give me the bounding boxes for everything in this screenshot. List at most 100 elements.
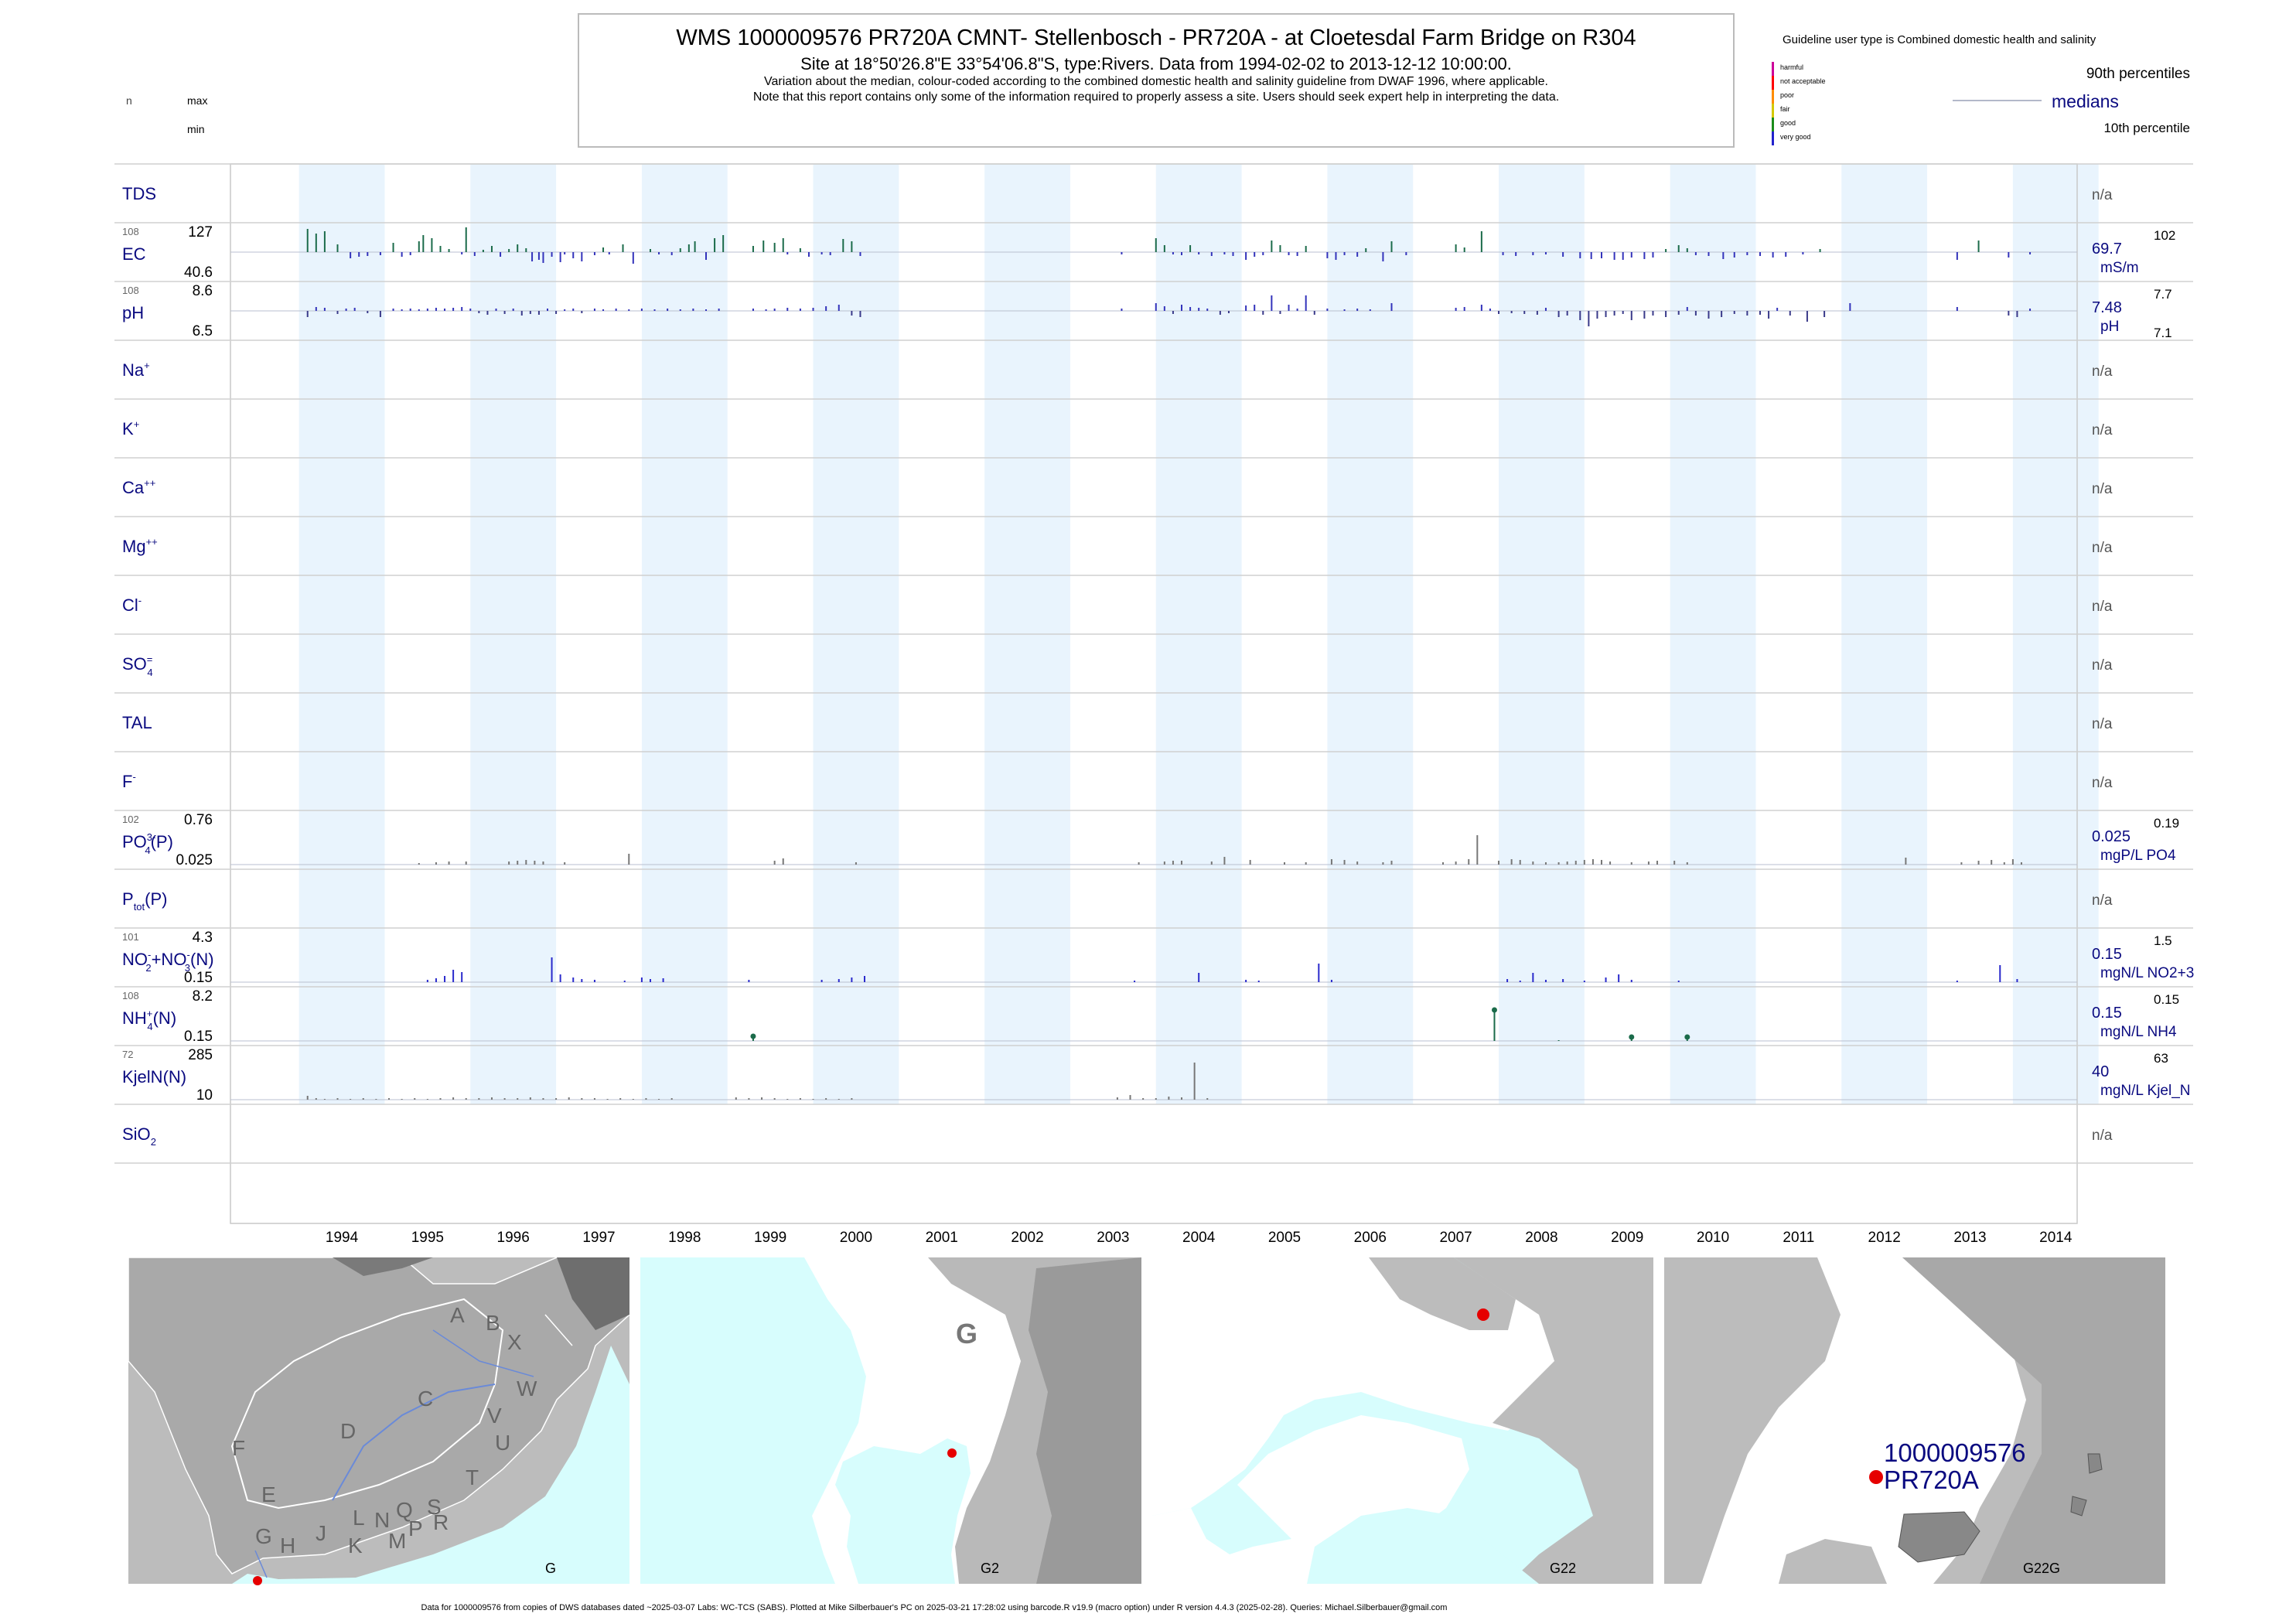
- legend-swatch-5: [1772, 131, 1774, 145]
- legend-medians: medians: [2052, 91, 2119, 111]
- sample-count: 101: [122, 931, 139, 943]
- param-label: pH: [122, 303, 144, 322]
- sample-count: 108: [122, 990, 139, 1001]
- not-available: n/a: [2092, 599, 2113, 615]
- sample-count: 102: [122, 814, 139, 825]
- not-available: n/a: [2092, 363, 2113, 380]
- map-g2: G: [640, 1257, 1141, 1584]
- panel-6: Mg++ n/a: [114, 536, 2193, 576]
- footer-note: Data for 1000009576 from copies of DWS d…: [421, 1603, 1448, 1612]
- param-label: KjelN(N): [122, 1067, 186, 1087]
- region-letter: S: [427, 1495, 442, 1519]
- region-letter: F: [232, 1436, 245, 1460]
- x-tick-label: 2000: [840, 1230, 872, 1246]
- region-letter: J: [316, 1521, 326, 1545]
- x-tick-label: 1997: [582, 1230, 615, 1246]
- param-label: Mg++: [122, 536, 158, 556]
- legend-swatch-0: [1772, 62, 1774, 76]
- median-value: 69.7: [2092, 241, 2122, 258]
- x-tick-label: 1995: [411, 1230, 444, 1246]
- left-legend-max: max: [187, 94, 207, 107]
- legend-swatch-1: [1772, 76, 1774, 90]
- x-tick-label: 2006: [1354, 1230, 1387, 1246]
- map-caption-g22g: G22G: [2023, 1561, 2060, 1576]
- region-letter: K: [348, 1534, 363, 1557]
- x-axis: 1994 1995 1996 1997 1998 1999 2000 2001 2002 2003…: [326, 1230, 2073, 1246]
- left-legend-n: n: [126, 94, 132, 107]
- max-value: 8.6: [193, 283, 213, 299]
- x-tick-label: 1999: [754, 1230, 786, 1246]
- map-caption-g: G: [545, 1561, 556, 1576]
- not-available: n/a: [2092, 1128, 2113, 1144]
- x-tick-label: 2007: [1439, 1230, 1472, 1246]
- x-tick-label: 1998: [668, 1230, 701, 1246]
- guideline-class-legend: harmful not acceptable poor fair good very go…: [1772, 62, 1826, 145]
- legend-class-label: poor: [1780, 91, 1794, 99]
- panel-4: K+ n/a: [114, 418, 2193, 459]
- region-letter: C: [418, 1387, 433, 1411]
- legend-class-label: fair: [1780, 105, 1790, 113]
- sample-count: 72: [122, 1049, 133, 1060]
- unit-label: mS/m: [2100, 260, 2139, 276]
- min-value: 10: [196, 1087, 213, 1104]
- left-legend-min: min: [187, 123, 205, 135]
- max-value: 4.3: [193, 930, 213, 946]
- p90-value: 63: [2154, 1051, 2168, 1066]
- not-available: n/a: [2092, 422, 2113, 438]
- min-value: 40.6: [184, 264, 213, 281]
- param-label: NO-2+NO-3(N): [122, 949, 214, 974]
- x-tick-label: 1996: [497, 1230, 530, 1246]
- param-label: K+: [122, 418, 139, 438]
- legend-class-label: harmful: [1780, 63, 1803, 71]
- unit-label: mgN/L Kjel_N: [2100, 1083, 2191, 1099]
- p90-value: 7.7: [2154, 287, 2172, 302]
- param-label: SO= 4: [122, 653, 153, 678]
- region-letter: M: [388, 1529, 406, 1553]
- map-southern-africa: [128, 1257, 630, 1585]
- data-point: [1491, 1007, 1497, 1013]
- max-value: 127: [188, 224, 213, 241]
- site-info: Site at 18°50'26.8"E 33°54'06.8"S, type:…: [800, 54, 1512, 73]
- region-letter: B: [486, 1311, 500, 1335]
- x-tick-label: 2012: [1868, 1230, 1901, 1246]
- x-tick-label: 1994: [326, 1230, 359, 1246]
- note-variation: Variation about the median, colour-coded…: [764, 75, 1548, 88]
- unit-label: pH: [2100, 319, 2119, 335]
- sample-count: 108: [122, 285, 139, 296]
- legend-p90: 90th percentiles: [2086, 66, 2190, 82]
- location-maps: G 1000009576 PR720A G G2 G22 G22: [128, 1257, 2165, 1585]
- param-label: Ptot(P): [122, 889, 167, 913]
- map-g22: [1152, 1257, 1653, 1584]
- x-tick-label: 2004: [1182, 1230, 1216, 1246]
- x-tick-label: 2002: [1011, 1230, 1043, 1246]
- region-letter: H: [280, 1534, 295, 1557]
- region-letter: P: [408, 1517, 423, 1540]
- median-value: 40: [2092, 1063, 2109, 1080]
- x-tick-label: 2010: [1697, 1230, 1729, 1246]
- param-label: Na+: [122, 360, 150, 380]
- unit-label: mgN/L NH4: [2100, 1024, 2177, 1040]
- legend-class-label: good: [1780, 119, 1796, 127]
- sample-count: 108: [122, 226, 139, 237]
- not-available: n/a: [2092, 540, 2113, 556]
- legend-swatch-3: [1772, 104, 1774, 118]
- region-letter: L: [353, 1506, 365, 1530]
- region-letter: W: [517, 1377, 537, 1401]
- region-letter: A: [450, 1303, 465, 1327]
- plot-frame: [230, 163, 2099, 1224]
- guideline-text: Guideline user type is Combined domestic…: [1783, 33, 2096, 46]
- map-caption-g22: G22: [1550, 1561, 1576, 1576]
- site-code-label: PR720A: [1884, 1465, 1979, 1494]
- region-letter: Q: [396, 1498, 413, 1522]
- data-point: [1684, 1034, 1690, 1040]
- param-label: PO3-4(P): [122, 831, 173, 856]
- panel-16: SiO2 n/a: [114, 1124, 2193, 1164]
- panel-7: Cl-n/a: [114, 595, 2193, 635]
- panel-8: SO= 4 n/a: [114, 653, 2193, 694]
- param-label: Cl-: [122, 595, 142, 615]
- legend-p10: 10th percentile: [2103, 121, 2190, 135]
- region-letter: V: [487, 1404, 502, 1428]
- p90-value: 1.5: [2154, 933, 2172, 948]
- param-label: SiO2: [122, 1124, 156, 1148]
